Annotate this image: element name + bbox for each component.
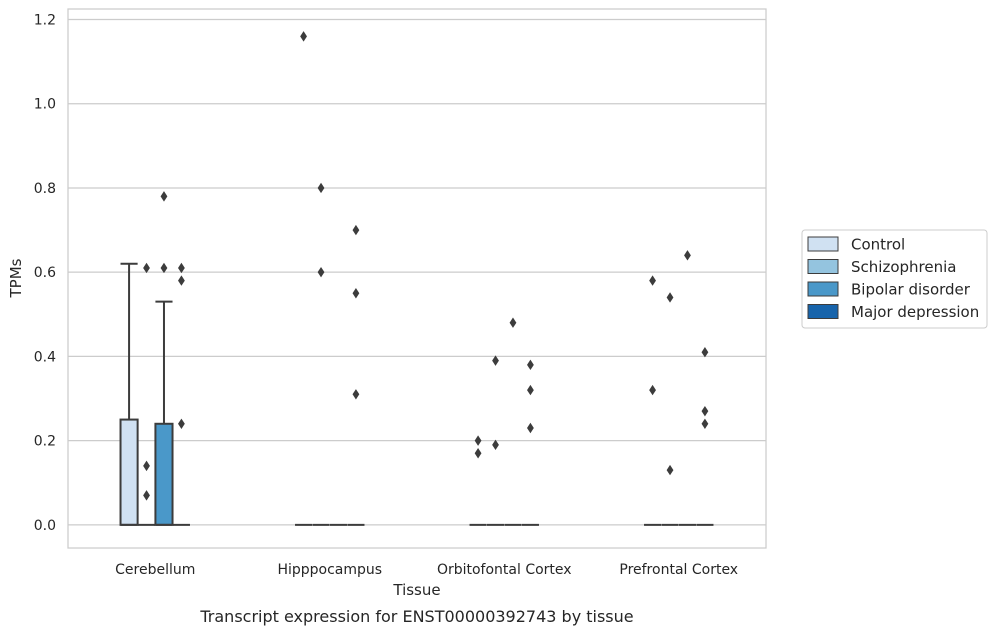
legend-label: Schizophrenia: [851, 258, 956, 276]
x-tick-label: Cerebellum: [115, 562, 195, 578]
outlier-point: [474, 435, 482, 446]
box-layer: [119, 262, 714, 526]
y-tick-label: 0.4: [34, 349, 56, 365]
box-group: [119, 262, 139, 526]
outlier-point: [352, 288, 360, 299]
legend-label: Bipolar disorder: [851, 281, 971, 299]
y-tick-label: 1.2: [34, 13, 56, 29]
outlier-point: [474, 448, 482, 459]
y-tick-label: 0.2: [34, 434, 56, 450]
plot-area-frame: [67, 8, 767, 549]
outlier-point: [527, 422, 534, 434]
outlier-point: [492, 439, 499, 451]
outlier-point: [701, 346, 709, 358]
x-axis-label: Tissue: [392, 581, 440, 599]
outlier-point: [649, 275, 656, 286]
y-tick-label: 1.0: [34, 97, 56, 113]
outlier-point: [317, 182, 325, 194]
y-tick-label: 0.6: [34, 265, 56, 281]
legend-swatch: [807, 259, 839, 274]
outlier-point: [684, 250, 691, 261]
outlier-point: [701, 418, 709, 429]
outlier-point: [160, 191, 168, 202]
legend-swatch: [807, 236, 839, 252]
outlier-point: [143, 460, 150, 472]
box: [119, 418, 139, 526]
legend-label: Control: [851, 236, 905, 254]
outlier-point: [666, 464, 674, 476]
outlier-point: [492, 355, 499, 366]
outlier-point: [666, 292, 674, 303]
outlier-point: [143, 262, 150, 274]
y-tick-label: 0.0: [34, 518, 56, 534]
outlier-point: [317, 266, 325, 278]
chart-caption: Transcript expression for ENST0000039274…: [199, 607, 633, 626]
box-group: [154, 300, 174, 526]
y-tick-label: 0.8: [34, 181, 56, 197]
x-tick-labels: Cerebellum Hipppocampus Orbitofontal Corte…: [115, 562, 738, 578]
outlier-point: [178, 418, 185, 429]
outlier-layer: [143, 31, 709, 501]
outlier-point: [352, 224, 360, 236]
legend-frame: [801, 229, 988, 329]
outlier-point: [527, 359, 534, 371]
legend-swatch: [807, 304, 839, 319]
x-tick-label: Prefrontal Cortex: [619, 562, 738, 578]
legend-swatch: [807, 281, 839, 297]
outlier-point: [160, 262, 168, 274]
outlier-point: [178, 262, 185, 274]
y-tick-labels: 0.0 0.2 0.4 0.6 0.8 1.0 1.2: [34, 13, 56, 534]
outlier-point: [701, 405, 709, 417]
outlier-point: [509, 317, 517, 328]
y-axis-label: TPMs: [7, 258, 25, 298]
outlier-point: [300, 31, 307, 42]
x-tick-label: Hipppocampus: [277, 562, 382, 578]
outlier-point: [649, 384, 656, 396]
legend-label: Major depression: [851, 303, 979, 321]
outlier-point: [143, 490, 150, 501]
plot-area-background: [68, 9, 766, 548]
outlier-point: [352, 389, 360, 400]
outlier-point: [527, 384, 534, 396]
outlier-point: [178, 275, 185, 286]
box: [154, 422, 174, 526]
legend: Control Schizophrenia Bipolar disorder Majo…: [801, 229, 988, 329]
x-tick-label: Orbitofontal Cortex: [437, 562, 572, 578]
